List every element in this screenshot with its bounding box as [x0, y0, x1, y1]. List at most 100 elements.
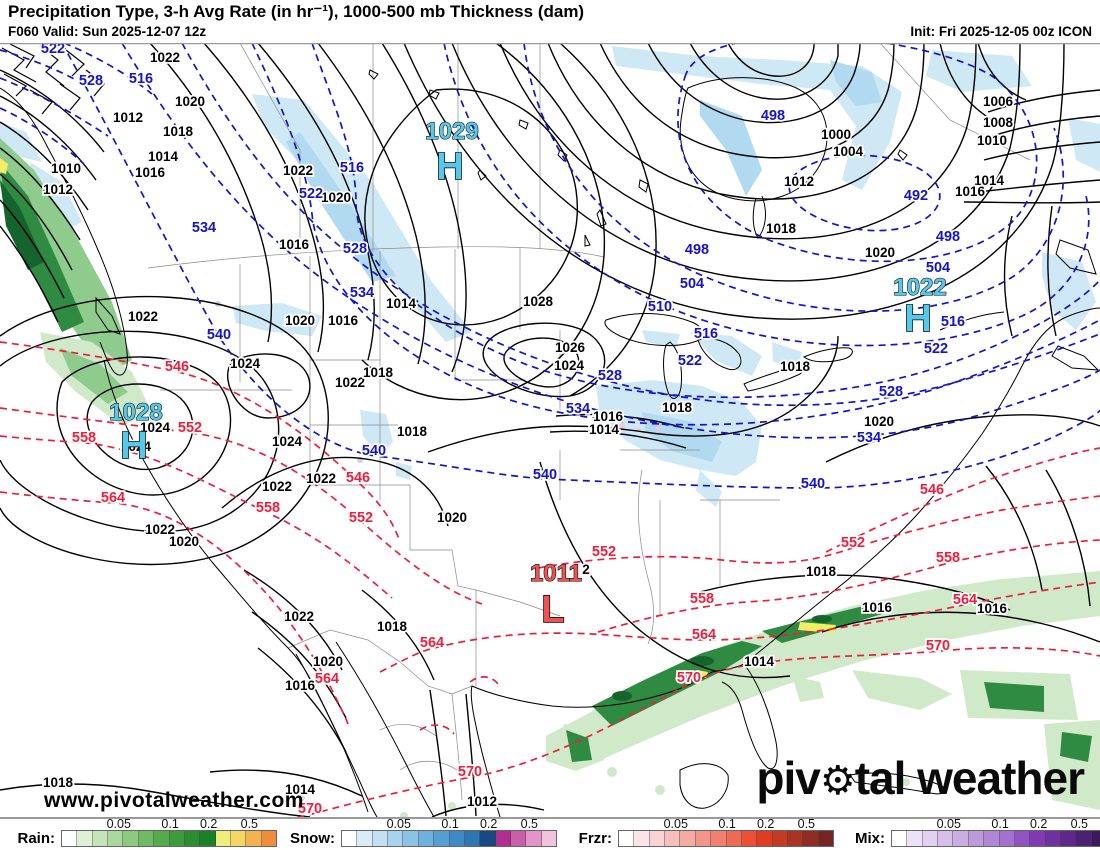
- blue-contour-label: 504: [680, 276, 704, 292]
- legend-color-cell: [1030, 831, 1046, 846]
- black-contour-label: 1022: [306, 471, 336, 486]
- legend-color-cell: [388, 831, 404, 846]
- legend-color-cell: [726, 831, 742, 846]
- thickness-contours-red: [0, 341, 1100, 817]
- legend-color-cell: [922, 831, 939, 846]
- black-contour-label: 1022: [283, 163, 313, 178]
- thickness-contours-blue: [0, 43, 1100, 489]
- legend-tick: 0.5: [797, 817, 816, 831]
- brand-logo-part1: piv: [756, 752, 820, 804]
- blue-contour-label: 498: [761, 108, 785, 124]
- black-contour-label: 1020: [285, 313, 315, 328]
- black-contour-label: 1016: [279, 237, 310, 252]
- red-contour-label: 564: [953, 592, 977, 608]
- red-contour-label: 564: [315, 671, 339, 687]
- black-contour-label: 1028: [523, 294, 554, 309]
- legend-tick: 0.5: [1070, 817, 1089, 831]
- coastlines: [0, 69, 1100, 817]
- black-contour-label: 1016: [135, 165, 166, 180]
- black-contour-label: 1024: [230, 356, 261, 371]
- legend-color-cell: [953, 831, 969, 846]
- legend-tick: 0.05: [106, 817, 131, 831]
- legend-tick: 0.2: [199, 817, 218, 831]
- legend-color-cell: [803, 831, 819, 846]
- legend-color-cell: [246, 831, 262, 846]
- legend-tick: 0.1: [441, 817, 459, 831]
- red-contour-label: 546: [165, 359, 189, 375]
- terrain-hatch: [1, 43, 105, 115]
- black-contour-label: 1016: [862, 600, 893, 615]
- legend-colorbar: [61, 830, 277, 847]
- legend-label: Rain:: [17, 830, 56, 847]
- legend-color-cell: [695, 831, 712, 846]
- black-contour-label: 1018: [766, 221, 797, 236]
- black-contour-label: 1000: [821, 127, 851, 142]
- legend-color-cell: [123, 831, 139, 846]
- legend-color-cell: [938, 831, 954, 846]
- blue-contour-label: 522: [41, 43, 65, 57]
- blue-contour-label: 522: [299, 186, 323, 202]
- legend-tick: 0.2: [1029, 817, 1048, 831]
- red-contour-label: 564: [692, 627, 716, 643]
- black-contour-label: 1018: [662, 400, 693, 415]
- legend-color-cell: [984, 831, 1000, 846]
- legend-color-cell: [741, 831, 758, 846]
- legend-color-cell: [92, 831, 109, 846]
- black-contour-label: 1020: [321, 190, 351, 205]
- black-contour-label: 1012: [784, 174, 814, 189]
- black-contour-label: 1020: [864, 414, 894, 429]
- black-contour-label: 1016: [955, 184, 986, 199]
- precip-legend: Rain: 0.05 0.1 0.2 0.5 Snow: 0.05 0.1 0.2 0.5 Frzr…: [0, 817, 1100, 850]
- black-contour-label: 1022: [128, 309, 158, 324]
- gear-icon: ⚙: [819, 758, 856, 804]
- black-contour-label: 1026: [555, 340, 586, 355]
- legend-color-cell: [892, 831, 908, 846]
- blue-contour-label: 540: [362, 443, 386, 459]
- map-title: Precipitation Type, 3-h Avg Rate (in hr⁻…: [8, 2, 585, 21]
- legend-tick: 0.5: [520, 817, 539, 831]
- black-contour-label: 1024: [140, 420, 171, 435]
- pressure-center-value: 1022: [893, 274, 946, 301]
- blue-contour-label: 540: [801, 476, 825, 492]
- legend-color-cell: [649, 831, 666, 846]
- legend-colorbar: [341, 830, 557, 847]
- blue-contour-label: 534: [857, 430, 881, 446]
- blue-contour-label: 534: [350, 285, 374, 301]
- black-contour-label: 1018: [43, 775, 74, 790]
- legend-tick: 0.1: [161, 817, 179, 831]
- legend-color-cell: [215, 831, 231, 846]
- red-contour-label: 552: [592, 544, 616, 560]
- legend-color-cell: [968, 831, 985, 846]
- legend-color-cell: [62, 831, 78, 846]
- blue-contour-label: 498: [936, 229, 960, 245]
- red-contour-label: 564: [420, 635, 444, 651]
- legend-color-cell: [403, 831, 419, 846]
- black-contour-label: 1020: [865, 245, 895, 260]
- legend-color-cell: [464, 831, 481, 846]
- blue-contour-label: 528: [879, 384, 903, 400]
- red-contour-label: 546: [920, 482, 944, 498]
- black-contour-label: 1008: [983, 115, 1014, 130]
- black-contour-label: 1012: [43, 182, 73, 197]
- blue-contour-label: 528: [343, 241, 367, 257]
- legend-color-cell: [541, 831, 557, 846]
- brand-logo-part2: tal weather: [854, 752, 1085, 804]
- legend-color-cell: [418, 831, 435, 846]
- legend-color-cell: [665, 831, 681, 846]
- blue-contour-label: 528: [79, 73, 103, 89]
- black-contour-label: 1020: [437, 510, 467, 525]
- blue-contour-label: 492: [904, 188, 928, 204]
- black-contour-label: 1018: [397, 424, 428, 439]
- black-contour-label: 1018: [363, 365, 394, 380]
- red-contour-label: 546: [346, 470, 370, 486]
- black-contour-label: 1016: [328, 313, 359, 328]
- legend-color-cell: [169, 831, 185, 846]
- legend-tick: 0.05: [936, 817, 961, 831]
- black-contour-label: 1016: [285, 678, 316, 693]
- blue-contour-label: 540: [207, 327, 231, 343]
- legend-color-cell: [200, 831, 216, 846]
- red-contour-label: 570: [458, 764, 482, 780]
- black-contour-label: 1014: [386, 296, 417, 311]
- legend-label: Frzr:: [578, 830, 612, 847]
